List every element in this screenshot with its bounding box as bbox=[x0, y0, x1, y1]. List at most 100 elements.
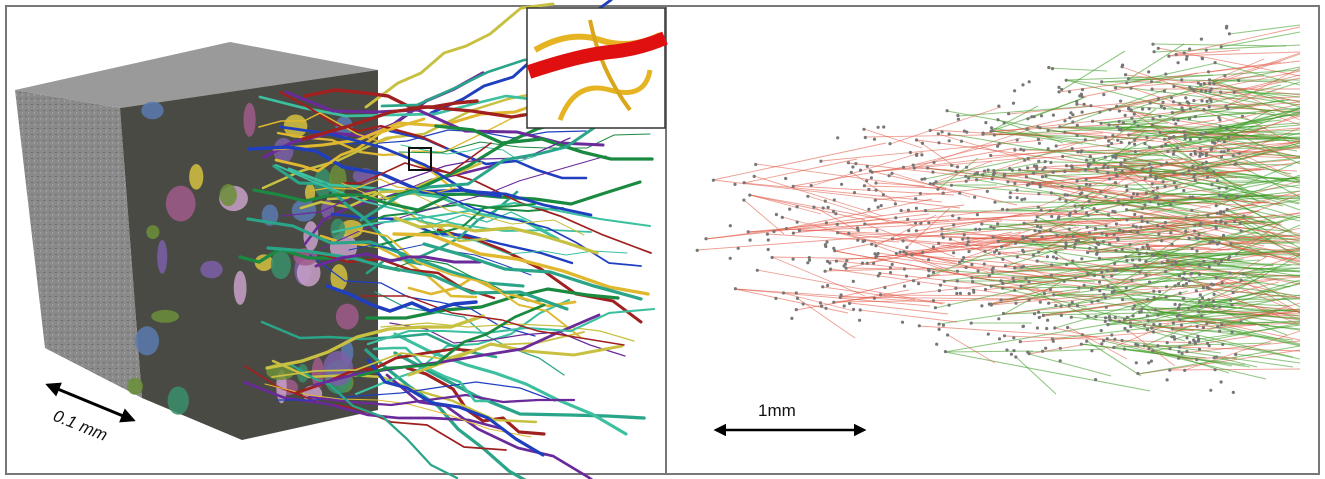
neuron-point bbox=[1124, 184, 1128, 188]
connection bbox=[1208, 60, 1301, 73]
neuron-point bbox=[1156, 344, 1160, 348]
connection bbox=[1214, 62, 1301, 86]
neuron-point bbox=[1171, 327, 1175, 331]
connection bbox=[1159, 310, 1299, 325]
neuron-point bbox=[1022, 148, 1026, 152]
neuron-point bbox=[997, 251, 1001, 256]
connection bbox=[1111, 276, 1301, 293]
dendrite bbox=[314, 252, 482, 268]
connection bbox=[1048, 67, 1108, 72]
neuron-point bbox=[1119, 140, 1123, 144]
neuron-point bbox=[1104, 135, 1108, 139]
cell-body bbox=[330, 264, 348, 292]
neuron-point bbox=[1158, 322, 1162, 327]
neuron-point bbox=[1202, 82, 1206, 86]
neuron-point bbox=[1076, 304, 1080, 308]
neuron-point bbox=[1110, 141, 1114, 146]
neuron-point bbox=[1207, 265, 1211, 269]
left-panel: 0.1 mm bbox=[15, 0, 668, 479]
dendrite bbox=[313, 313, 601, 387]
neuron-point bbox=[1147, 347, 1151, 351]
neuron-point bbox=[1185, 336, 1189, 340]
dendrite bbox=[319, 155, 607, 250]
neuron-point bbox=[1106, 144, 1110, 148]
neuron-point bbox=[958, 291, 963, 295]
neuron-point bbox=[1218, 118, 1222, 122]
neuron-point bbox=[1193, 152, 1197, 156]
neuron-point bbox=[1191, 164, 1195, 168]
neuron-point bbox=[992, 226, 996, 230]
neuron-point bbox=[956, 113, 960, 118]
connection bbox=[880, 294, 1024, 297]
neuron-point bbox=[1175, 146, 1179, 150]
neuron-point bbox=[1218, 211, 1223, 216]
neuron-point bbox=[1116, 138, 1120, 142]
neuron-point bbox=[878, 271, 882, 276]
neuron-point bbox=[1080, 333, 1084, 337]
neuron-point bbox=[795, 220, 799, 224]
neuron-point bbox=[1037, 315, 1041, 320]
neuron-point bbox=[999, 298, 1003, 302]
neuron-point bbox=[920, 141, 925, 145]
neuron-point bbox=[1156, 313, 1160, 317]
dendrite bbox=[364, 2, 555, 109]
neuron-point bbox=[1219, 90, 1223, 94]
neuron-point bbox=[1197, 337, 1201, 341]
neuron-point bbox=[1160, 239, 1164, 243]
neuron-point bbox=[1172, 181, 1176, 185]
neuron-point bbox=[784, 176, 788, 181]
connection bbox=[782, 292, 855, 312]
neuron-point bbox=[852, 307, 856, 311]
neuron-point bbox=[996, 239, 1001, 243]
connection bbox=[1116, 105, 1301, 117]
connection bbox=[944, 351, 1151, 392]
neuron-point bbox=[1031, 253, 1035, 257]
connection bbox=[1065, 74, 1214, 81]
cell-body bbox=[270, 250, 291, 280]
neuron-point bbox=[938, 283, 943, 287]
neuron-point bbox=[1188, 107, 1192, 111]
neuron-point bbox=[1121, 230, 1126, 234]
neuron-point bbox=[1086, 250, 1090, 255]
neuron-point bbox=[1192, 99, 1196, 103]
neuron-point bbox=[982, 169, 987, 173]
neuron-point bbox=[1208, 97, 1212, 101]
neuron-point bbox=[911, 163, 915, 167]
neuron-point bbox=[1178, 318, 1182, 322]
neuron-point bbox=[1071, 113, 1075, 117]
neuron-point bbox=[1106, 171, 1110, 175]
neuron-point bbox=[1057, 90, 1061, 94]
neuron-point bbox=[1057, 85, 1061, 89]
neuron-point bbox=[829, 267, 833, 271]
connection bbox=[1093, 214, 1277, 240]
dendrite bbox=[303, 163, 498, 246]
neuron-point bbox=[1018, 168, 1022, 172]
neuron-point bbox=[1035, 224, 1040, 228]
neuron-point bbox=[1177, 274, 1181, 278]
connection bbox=[929, 160, 1050, 185]
neuron-point bbox=[1116, 236, 1120, 240]
neuron-point bbox=[824, 306, 828, 310]
neuron-point bbox=[888, 271, 893, 275]
neuron-point bbox=[955, 279, 959, 283]
neuron-point bbox=[1214, 355, 1218, 359]
neuron-point bbox=[894, 251, 899, 256]
connection bbox=[771, 256, 866, 297]
neuron-point bbox=[1023, 158, 1027, 162]
neuron-point bbox=[1046, 318, 1050, 322]
neuron-point bbox=[1199, 83, 1203, 87]
neuron-point bbox=[1098, 289, 1102, 293]
connection bbox=[1003, 279, 1065, 315]
neuron-point bbox=[1052, 293, 1056, 297]
neuron-point bbox=[1039, 114, 1044, 118]
connection bbox=[1050, 192, 1122, 222]
neuron-point bbox=[1078, 192, 1082, 196]
cell-body bbox=[167, 386, 189, 415]
neuron-point bbox=[1239, 229, 1243, 233]
neuron-point bbox=[1124, 286, 1128, 290]
neuron-point bbox=[1087, 199, 1091, 203]
neuron-point bbox=[1105, 337, 1109, 341]
neuron-point bbox=[1018, 340, 1022, 344]
neuron-point bbox=[1158, 290, 1162, 294]
neuron-point bbox=[1211, 299, 1216, 303]
